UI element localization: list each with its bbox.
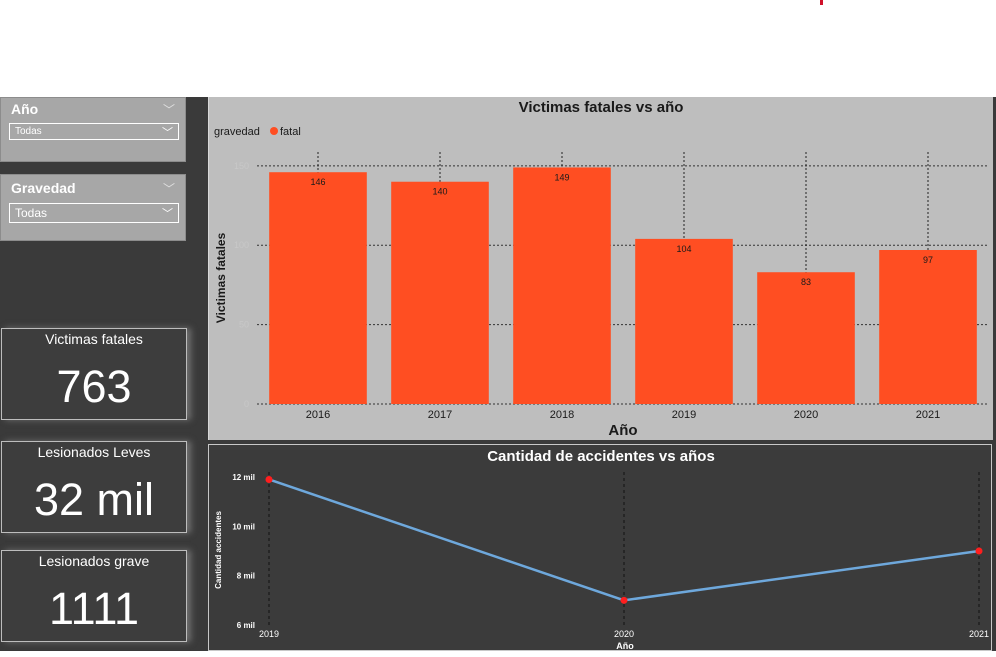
x-tick-label: 2019 <box>672 409 696 421</box>
year-dropdown-value: Todas <box>15 126 42 137</box>
kpi-card-serious: Lesionados grave 1111 <box>1 550 187 642</box>
kpi-card-minor: Lesionados Leves 32 mil <box>1 441 187 533</box>
x-tick-label: 2021 <box>969 629 989 639</box>
kpi-card-fatal: Victimas fatales 763 <box>1 328 187 420</box>
bar[interactable] <box>513 167 611 404</box>
bar-data-label: 140 <box>432 187 447 197</box>
data-point[interactable] <box>975 547 983 555</box>
kpi-label: Lesionados Leves <box>37 444 151 460</box>
x-axis-title: Año <box>616 641 634 651</box>
x-tick-label: 2018 <box>550 409 574 421</box>
chevron-down-icon[interactable]: ﹀ <box>162 103 175 117</box>
line-chart: Cantidad de accidentes vs años Cantidad … <box>214 448 989 651</box>
y-tick-label: 10 mil <box>232 522 255 531</box>
year-slicer: Año ﹀ Todas ﹀ <box>0 97 186 162</box>
x-tick-label: 2020 <box>614 629 634 639</box>
y-tick-label: 6 mil <box>237 621 255 630</box>
x-axis-title: Año <box>608 422 637 439</box>
chevron-down-icon: ﹀ <box>162 208 173 220</box>
kpi-label: Lesionados grave <box>38 553 150 569</box>
severity-slicer: Gravedad ﹀ Todas ﹀ <box>0 174 186 241</box>
bar[interactable] <box>879 250 977 404</box>
x-tick-label: 2020 <box>794 409 818 421</box>
legend-marker <box>270 127 278 135</box>
bar-data-label: 104 <box>676 244 691 254</box>
severity-dropdown[interactable]: Todas ﹀ <box>9 203 179 223</box>
kpi-value: 32 mil <box>33 474 155 525</box>
data-point[interactable] <box>620 596 628 604</box>
year-slicer-title: Año <box>11 101 39 117</box>
bar-data-label: 146 <box>310 177 325 187</box>
bar-chart-panel: Victimas fatales vs año gravedad fatal V… <box>208 97 993 440</box>
bar[interactable] <box>635 238 733 404</box>
bar-chart-title: Victimas fatales vs año <box>519 99 684 116</box>
bar-data-label: 97 <box>923 255 933 265</box>
severity-dropdown-value: Todas <box>15 206 48 220</box>
chevron-down-icon[interactable]: ﹀ <box>162 182 175 196</box>
y-tick-label: 50 <box>239 320 249 330</box>
bar[interactable] <box>269 172 367 404</box>
bar[interactable] <box>757 272 855 404</box>
y-tick-label: 100 <box>234 240 249 250</box>
kpi-value: 1111 <box>48 583 140 634</box>
y-axis-title: Victimas fatales <box>214 232 228 323</box>
bar-data-label: 149 <box>554 172 569 182</box>
year-dropdown[interactable]: Todas ﹀ <box>9 123 179 140</box>
line-chart-panel: Cantidad de accidentes vs años Cantidad … <box>208 444 992 651</box>
legend-title: gravedad <box>214 126 260 138</box>
y-tick-label: 0 <box>244 399 249 409</box>
severity-slicer-title: Gravedad <box>11 180 76 196</box>
bar[interactable] <box>391 181 489 404</box>
chevron-down-icon: ﹀ <box>162 126 173 139</box>
y-tick-label: 8 mil <box>237 572 255 581</box>
legend-entry[interactable]: fatal <box>280 126 301 138</box>
y-tick-label: 150 <box>234 161 249 171</box>
bar-data-label: 83 <box>801 277 811 287</box>
kpi-value: 763 <box>56 361 132 412</box>
marker-dot <box>820 0 823 5</box>
kpi-label: Victimas fatales <box>45 331 143 347</box>
y-tick-label: 12 mil <box>232 473 255 482</box>
x-tick-label: 2021 <box>916 409 940 421</box>
x-tick-label: 2016 <box>306 409 330 421</box>
x-tick-label: 2019 <box>259 629 279 639</box>
data-point[interactable] <box>265 475 273 483</box>
x-tick-label: 2017 <box>428 409 452 421</box>
line-chart-title: Cantidad de accidentes vs años <box>487 448 715 465</box>
y-axis-title: Cantidad accidentes <box>214 511 223 589</box>
bar-chart: Victimas fatales vs año gravedad fatal V… <box>214 99 989 439</box>
